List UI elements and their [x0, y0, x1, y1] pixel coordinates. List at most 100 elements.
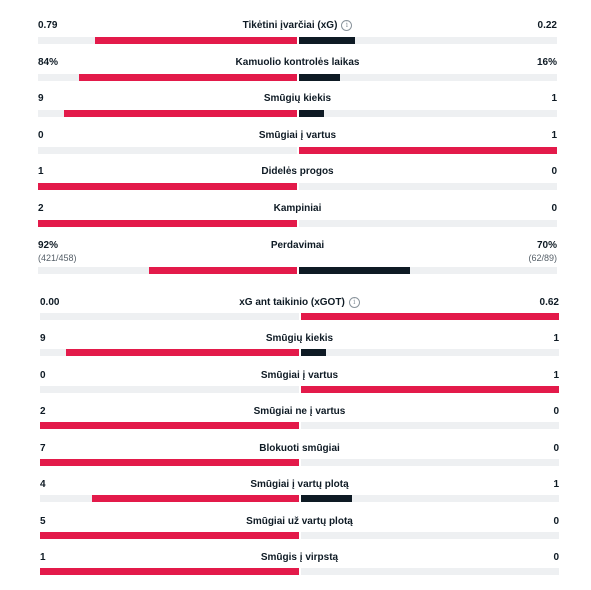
stat-label: Smūgių kiekis	[38, 93, 557, 105]
away-bar-track	[300, 495, 559, 502]
home-value: 2	[38, 203, 44, 214]
home-value: 2	[40, 406, 46, 417]
comparison-bar	[38, 267, 557, 274]
away-bar-track	[300, 422, 559, 429]
stat-label: Smūgiai į vartus	[40, 370, 559, 382]
home-bar-track	[40, 568, 299, 575]
stat-label-text: Smūgiai ne į vartus	[253, 406, 346, 417]
away-bar-track	[300, 568, 559, 575]
away-value: 0	[551, 203, 557, 214]
stat-row-smugiu-kiekis: 9 Smūgių kiekis 1	[40, 333, 559, 363]
home-bar-track	[38, 220, 297, 227]
away-value: 1	[553, 333, 559, 344]
home-value: 84%	[38, 57, 59, 68]
home-bar-track	[38, 147, 297, 154]
away-bar-track	[298, 267, 557, 274]
stat-row-dideles-progos: 1 Didelės progos 0	[38, 166, 557, 196]
away-value: 0	[553, 406, 559, 417]
stat-label: Smūgiai ne į vartus	[40, 406, 559, 418]
stat-label: Smūgiai į vartų plotą	[40, 479, 559, 491]
home-value: 0.00	[40, 297, 60, 308]
stat-label: Kamuolio kontrolės laikas	[38, 57, 557, 69]
stat-label-text: Tikėtini įvarčiai (xG)	[242, 20, 338, 31]
home-bar-track	[38, 110, 297, 117]
away-bar-track	[300, 349, 559, 356]
away-bar	[300, 313, 559, 320]
stat-label-text: Smūgių kiekis	[263, 93, 332, 104]
home-bar	[94, 37, 297, 44]
home-bar-track	[40, 313, 299, 320]
home-bar-track	[38, 37, 297, 44]
stat-label: Didelės progos	[38, 166, 557, 178]
stat-label-text: Smūgis į virpstą	[260, 552, 339, 563]
away-value: 70%	[536, 240, 557, 251]
away-bar-track	[300, 313, 559, 320]
away-bar-track	[298, 74, 557, 81]
away-value: 0	[553, 516, 559, 527]
home-bar-track	[40, 386, 299, 393]
home-bar-track	[38, 74, 297, 81]
home-value: 5	[40, 516, 46, 527]
home-bar	[65, 349, 299, 356]
info-icon[interactable]: i	[348, 297, 360, 308]
comparison-bar	[38, 220, 557, 227]
info-icon[interactable]: i	[341, 20, 353, 31]
home-value: 0.79	[38, 20, 58, 31]
stat-row-smugiu-kiekis: 9 Smūgių kiekis 1	[38, 93, 557, 123]
stat-label-text: Smūgiai už vartų plotą	[246, 516, 353, 527]
away-bar	[298, 147, 557, 154]
comparison-bar	[38, 74, 557, 81]
away-bar	[300, 349, 327, 356]
comparison-bar	[38, 37, 557, 44]
stat-row-smugiai-i-vartu-plota: 4 Smūgiai į vartų plotą 1	[40, 479, 559, 509]
stat-label: Kampiniai	[38, 203, 557, 215]
stat-label-text: Didelės progos	[261, 166, 334, 177]
home-bar	[79, 74, 297, 81]
stat-label: Smūgiai į vartus	[38, 130, 557, 142]
home-bar-track	[40, 349, 299, 356]
away-bar-track	[298, 37, 557, 44]
home-value: 7	[40, 443, 46, 454]
away-value: 1	[553, 479, 559, 490]
away-bar	[300, 495, 353, 502]
away-bar	[298, 74, 340, 81]
home-value: 9	[40, 333, 46, 344]
away-bar	[298, 267, 410, 274]
away-bar-track	[298, 183, 557, 190]
comparison-bar	[40, 532, 559, 539]
stat-label-text: Smūgiai į vartų plotą	[250, 479, 349, 490]
home-value: 4	[40, 479, 46, 490]
home-bar	[40, 422, 299, 429]
stat-row-smugiai-ne-i-vartus: 2 Smūgiai ne į vartus 0	[40, 406, 559, 436]
home-bar-track	[40, 459, 299, 466]
home-value: 0	[40, 370, 46, 381]
away-value: 0	[551, 166, 557, 177]
home-detail: (421/458)	[38, 253, 77, 263]
stat-row-kampiniai: 2 Kampiniai 0	[38, 203, 557, 233]
away-bar	[300, 386, 559, 393]
home-value: 1	[40, 552, 46, 563]
comparison-bar	[40, 422, 559, 429]
home-value: 0	[38, 130, 44, 141]
stat-row-kamuolio-kontroles-laikas: 84% Kamuolio kontrolės laikas 16%	[38, 57, 557, 87]
stat-label-text: Smūgiai į vartus	[260, 370, 339, 381]
stat-row-smugiai-i-vartus: 0 Smūgiai į vartus 1	[38, 130, 557, 160]
home-value: 1	[38, 166, 44, 177]
stat-row-smugiai-uz-vartu-plota: 5 Smūgiai už vartų plotą 0	[40, 516, 559, 546]
home-bar	[38, 183, 297, 190]
stat-row-blokuoti-smugiai: 7 Blokuoti smūgiai 0	[40, 443, 559, 473]
comparison-bar	[40, 313, 559, 320]
stat-label: Smūgis į virpstą	[40, 552, 559, 564]
away-detail: (62/89)	[528, 253, 557, 263]
away-bar-track	[300, 532, 559, 539]
home-bar	[149, 267, 297, 274]
stat-row-smugis-i-virpsta: 1 Smūgis į virpstą 0	[40, 552, 559, 582]
stat-row-perdavimai: 92% Perdavimai 70% (421/458) (62/89)	[38, 240, 557, 274]
stat-label: Smūgiai už vartų plotą	[40, 516, 559, 528]
home-value: 92%	[38, 240, 59, 251]
away-bar-track	[298, 110, 557, 117]
away-value: 1	[553, 370, 559, 381]
home-bar-track	[38, 267, 297, 274]
stat-label: xG ant taikinio (xGOT) i	[40, 297, 559, 309]
stat-label: Blokuoti smūgiai	[40, 443, 559, 455]
